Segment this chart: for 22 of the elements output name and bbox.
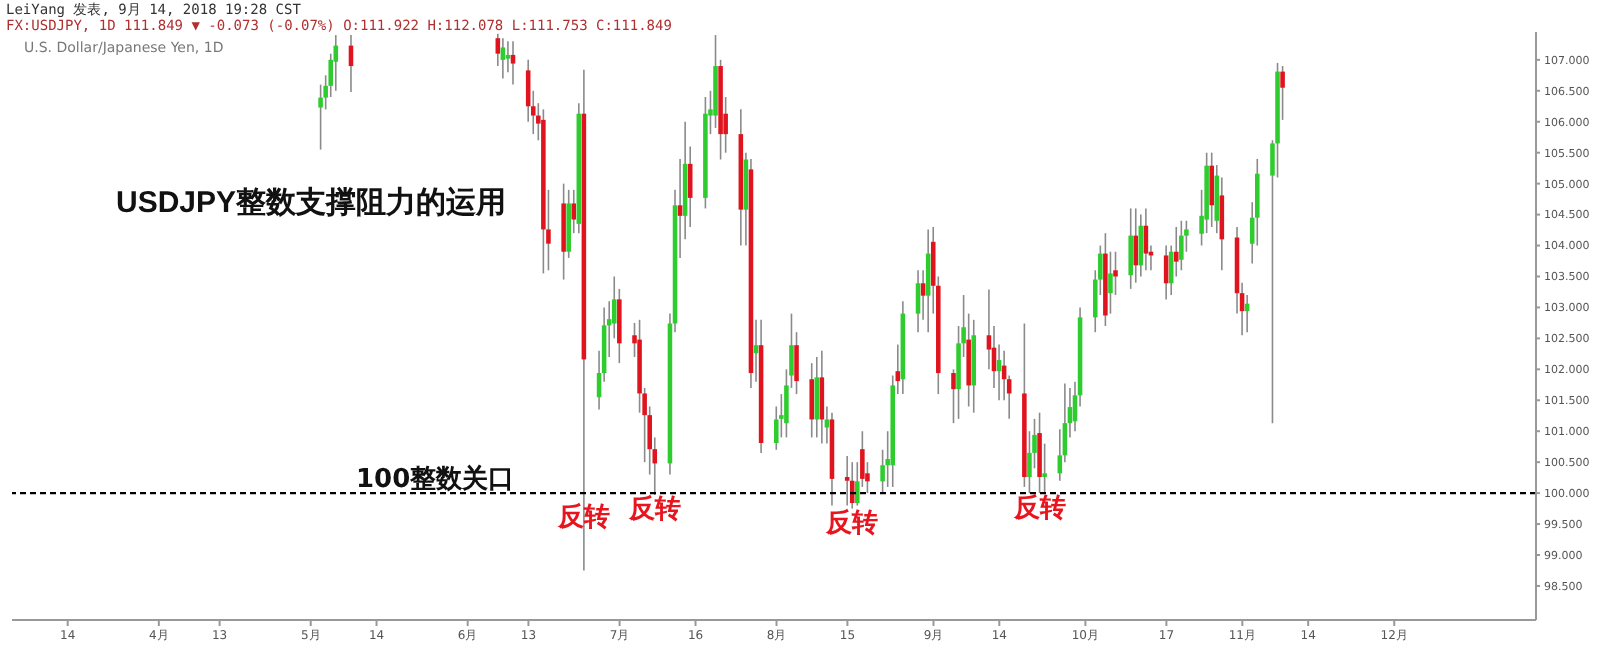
candlestick bbox=[809, 362, 814, 439]
candlestick bbox=[844, 455, 850, 507]
candlestick bbox=[1108, 250, 1113, 315]
candlestick bbox=[915, 269, 921, 333]
candlestick bbox=[1133, 207, 1139, 284]
candlestick bbox=[1179, 219, 1184, 272]
candlestick bbox=[1280, 65, 1285, 121]
candlestick bbox=[500, 37, 506, 80]
candlestick bbox=[1128, 207, 1133, 290]
annotation: 反转 bbox=[824, 507, 879, 540]
text: USDJPY整数支撑阻力的运用 bbox=[116, 184, 507, 222]
candlestick bbox=[1042, 442, 1047, 494]
annotation: 反转 bbox=[556, 500, 611, 533]
candlestick bbox=[1037, 411, 1042, 494]
candlestick bbox=[510, 40, 516, 86]
candlestick bbox=[951, 368, 956, 424]
ref-line-label: 100整数关口 bbox=[356, 463, 515, 496]
candlestick bbox=[1209, 151, 1214, 228]
candlestick bbox=[849, 461, 855, 510]
annotation: 反转 bbox=[1011, 491, 1066, 524]
candlestick bbox=[318, 83, 323, 151]
annotation: 反转 bbox=[627, 493, 682, 526]
